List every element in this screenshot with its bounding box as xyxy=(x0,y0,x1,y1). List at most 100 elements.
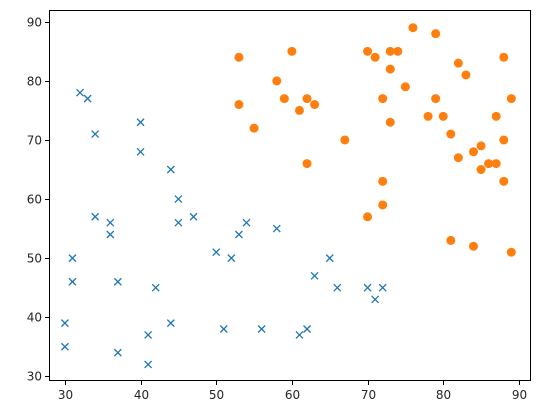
x-tick-label: 70 xyxy=(361,388,376,402)
data-point-o xyxy=(446,235,456,245)
data-point-o xyxy=(484,159,494,169)
data-point-o xyxy=(272,76,282,86)
data-point-x xyxy=(242,218,251,227)
x-tick-label: 50 xyxy=(209,388,224,402)
data-point-x xyxy=(212,248,221,257)
data-point-x xyxy=(136,147,145,156)
x-axis: 30 40 50 60 70 80 90 xyxy=(58,381,527,402)
data-point-x xyxy=(60,319,69,328)
data-point-x xyxy=(189,212,198,221)
data-point-x xyxy=(257,325,266,333)
data-point-x xyxy=(113,348,122,357)
data-point-o xyxy=(234,100,244,110)
data-point-x xyxy=(144,360,153,369)
data-point-o xyxy=(453,153,463,163)
y-axis: 30 40 50 60 70 80 90 xyxy=(27,16,49,384)
data-point-o xyxy=(378,176,388,186)
data-point-x xyxy=(68,254,77,263)
data-point-x xyxy=(113,277,122,286)
data-point-x xyxy=(325,254,334,263)
data-point-o xyxy=(363,46,373,56)
data-point-o xyxy=(302,94,312,104)
data-point-o xyxy=(476,165,486,175)
data-point-o xyxy=(279,94,289,104)
data-point-x xyxy=(106,218,115,227)
data-point-o xyxy=(234,52,244,62)
x-tick-label: 40 xyxy=(134,388,149,402)
data-point-x xyxy=(83,94,92,103)
data-point-x xyxy=(60,342,69,351)
data-point-o xyxy=(378,200,388,210)
data-point-o xyxy=(310,100,320,110)
data-point-x xyxy=(227,254,236,263)
data-point-o xyxy=(378,94,388,104)
data-point-o xyxy=(438,111,448,121)
data-point-x xyxy=(174,218,183,227)
data-point-o xyxy=(294,105,304,115)
data-point-x xyxy=(68,277,77,286)
data-point-x xyxy=(174,195,183,204)
data-point-o xyxy=(340,135,350,145)
data-point-o xyxy=(431,29,441,39)
y-tick-label: 80 xyxy=(27,75,42,89)
data-point-o xyxy=(302,159,312,169)
data-point-o xyxy=(476,141,486,151)
data-point-o xyxy=(408,23,418,33)
data-point-x xyxy=(144,330,153,339)
data-point-x xyxy=(91,212,100,221)
y-tick-label: 50 xyxy=(27,252,42,266)
data-point-x xyxy=(91,130,100,139)
data-point-x xyxy=(371,295,380,304)
data-point-o xyxy=(506,247,516,257)
data-point-o xyxy=(506,94,516,104)
data-point-x xyxy=(272,224,281,233)
x-tick-label: 90 xyxy=(512,388,527,402)
x-tick-label: 80 xyxy=(436,388,451,402)
data-point-x xyxy=(303,325,311,333)
data-point-o xyxy=(499,176,509,186)
data-point-x xyxy=(166,319,175,328)
data-point-x xyxy=(219,325,228,333)
plot-frame xyxy=(49,10,531,381)
data-point-x xyxy=(363,283,372,292)
data-point-x xyxy=(106,230,115,239)
data-point-o xyxy=(499,135,509,145)
data-point-o xyxy=(446,129,456,139)
x-tick-label: 30 xyxy=(58,388,73,402)
data-point-o xyxy=(385,46,395,56)
data-point-x xyxy=(151,283,160,292)
data-point-x xyxy=(166,165,175,174)
data-point-o xyxy=(453,58,463,68)
data-point-o xyxy=(461,70,471,80)
x-tick-label: 60 xyxy=(285,388,300,402)
data-point-o xyxy=(287,46,297,56)
data-point-o xyxy=(385,117,395,127)
data-point-x xyxy=(295,330,304,339)
data-point-o xyxy=(491,159,501,169)
data-point-x xyxy=(333,283,342,292)
data-point-x xyxy=(136,118,145,127)
data-point-o xyxy=(468,241,478,251)
data-point-x xyxy=(234,230,243,239)
data-point-o xyxy=(499,52,509,62)
y-tick-label: 90 xyxy=(27,16,42,30)
data-point-o xyxy=(468,147,478,157)
y-tick-label: 40 xyxy=(27,311,42,325)
data-point-o xyxy=(400,82,410,92)
y-tick-label: 30 xyxy=(27,370,42,384)
data-point-o xyxy=(385,64,395,74)
data-point-x xyxy=(310,271,319,280)
data-point-o xyxy=(491,111,501,121)
data-point-o xyxy=(249,123,259,133)
data-point-o xyxy=(370,52,380,62)
data-point-o xyxy=(423,111,433,121)
y-tick-label: 70 xyxy=(27,134,42,148)
y-tick-label: 60 xyxy=(27,193,42,207)
data-point-o xyxy=(393,46,403,56)
data-point-o xyxy=(363,212,373,222)
chart-marks xyxy=(60,23,516,369)
data-point-o xyxy=(431,94,441,104)
data-point-x xyxy=(378,283,387,292)
